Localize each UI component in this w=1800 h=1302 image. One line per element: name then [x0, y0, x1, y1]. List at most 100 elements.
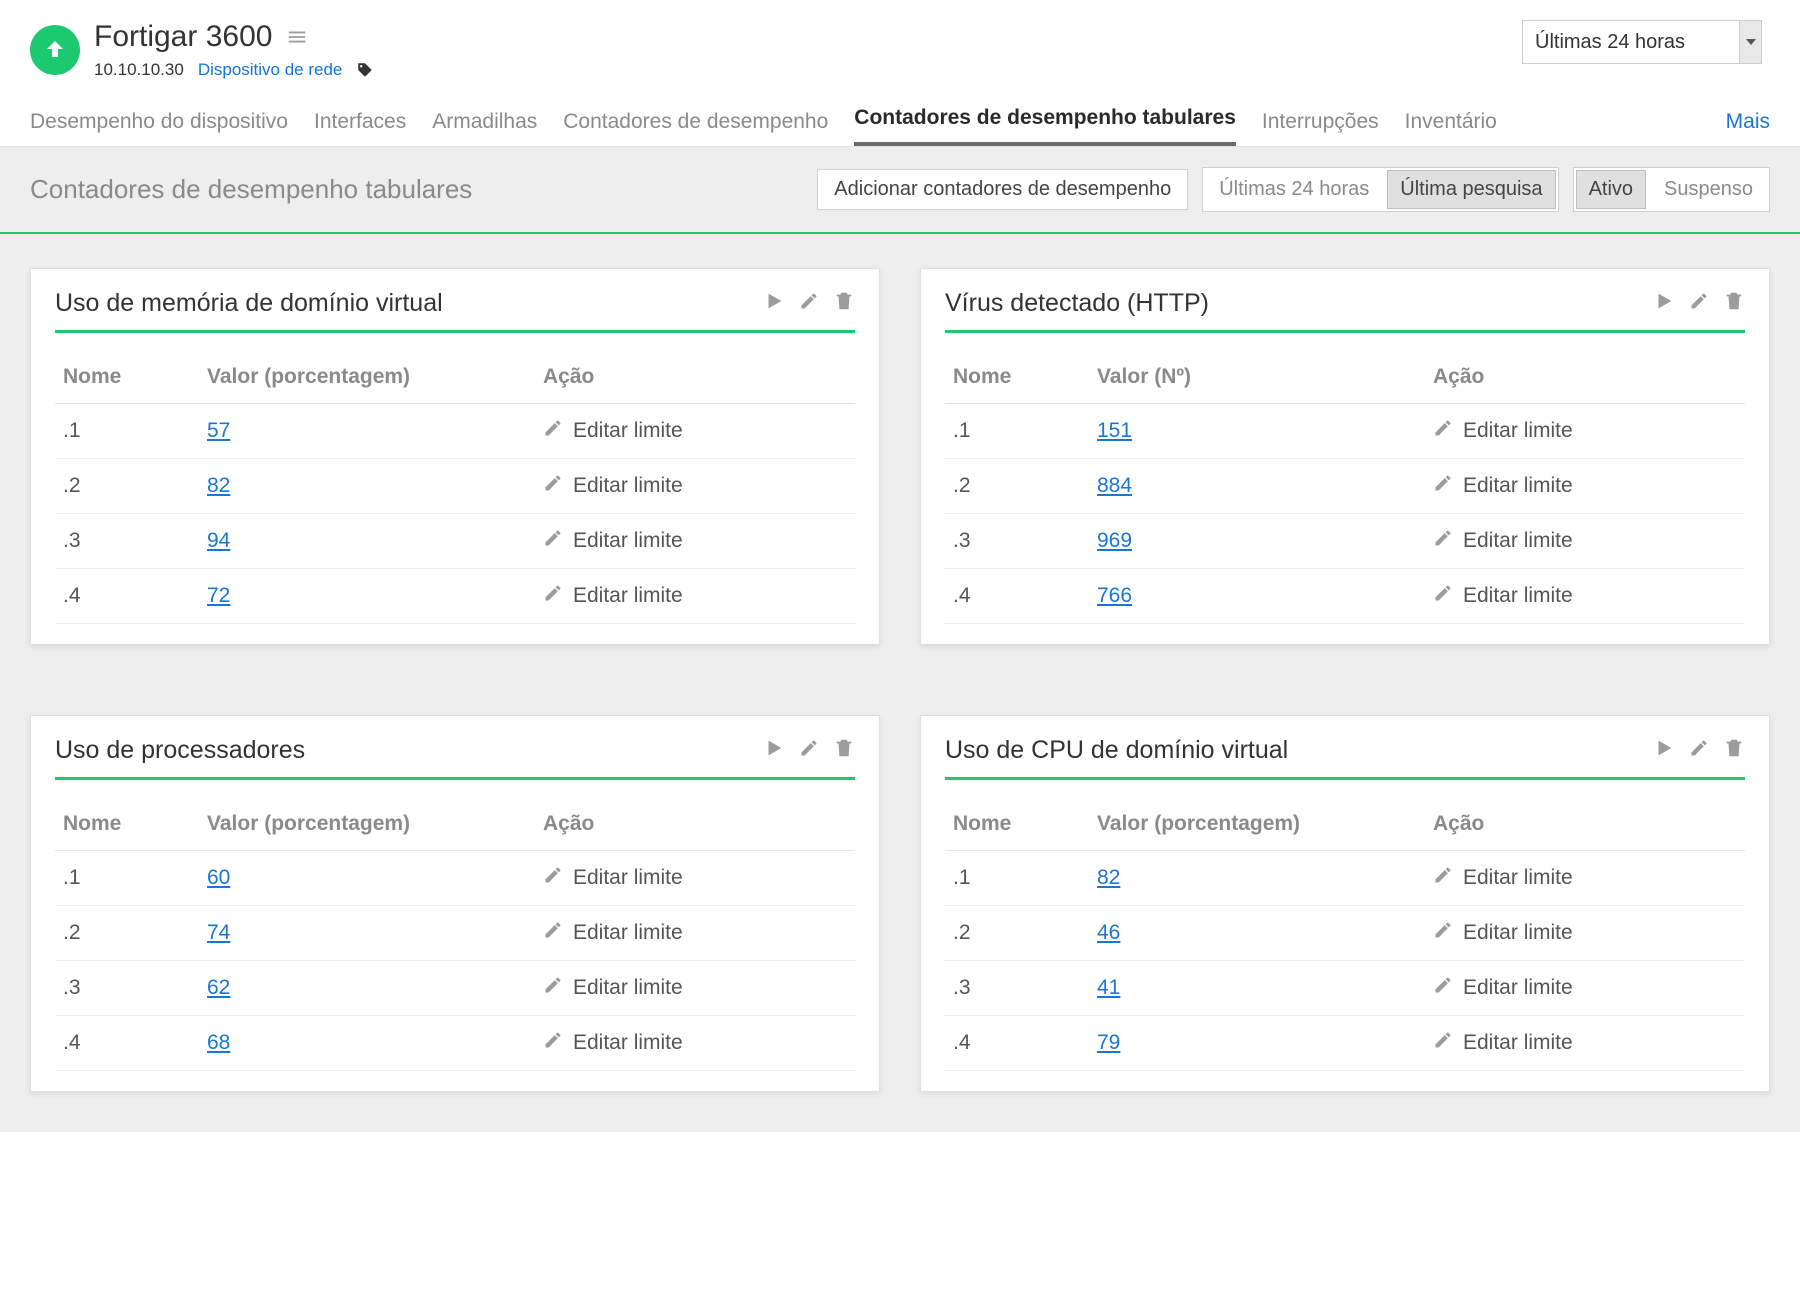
tab-2[interactable]: Armadilhas	[432, 110, 537, 146]
play-icon[interactable]	[763, 290, 785, 317]
row-name: .4	[945, 1016, 1089, 1071]
edit-limit-link[interactable]: Editar limite	[573, 1031, 683, 1055]
col-action-header: Ação	[535, 798, 855, 851]
value-link[interactable]: 151	[1097, 419, 1132, 442]
play-icon[interactable]	[1653, 737, 1675, 764]
tag-icon[interactable]	[356, 61, 374, 79]
value-link[interactable]: 969	[1097, 529, 1132, 552]
timeframe-select[interactable]: Últimas 24 horas	[1522, 20, 1762, 64]
value-link[interactable]: 766	[1097, 584, 1132, 607]
tab-4[interactable]: Contadores de desempenho tabulares	[854, 106, 1236, 146]
pencil-icon[interactable]	[1689, 291, 1709, 316]
pencil-icon[interactable]	[1689, 738, 1709, 763]
tab-5[interactable]: Interrupções	[1262, 110, 1379, 146]
edit-limit-link[interactable]: Editar limite	[1463, 921, 1573, 945]
row-value: 766	[1089, 569, 1425, 624]
edit-limit-link[interactable]: Editar limite	[573, 866, 683, 890]
row-name: .1	[55, 851, 199, 906]
row-name: .4	[55, 569, 199, 624]
value-link[interactable]: 57	[207, 419, 230, 442]
tab-more[interactable]: Mais	[1726, 110, 1770, 146]
seg-last24[interactable]: Últimas 24 horas	[1205, 170, 1383, 209]
table-row: .2 884 Editar limite	[945, 459, 1745, 514]
edit-limit-link[interactable]: Editar limite	[573, 976, 683, 1000]
row-action: Editar limite	[1425, 906, 1745, 961]
row-action: Editar limite	[1425, 1016, 1745, 1071]
value-link[interactable]: 46	[1097, 921, 1120, 944]
edit-limit-link[interactable]: Editar limite	[1463, 584, 1573, 608]
row-value: 41	[1089, 961, 1425, 1016]
col-value-header: Valor (Nº)	[1089, 351, 1425, 404]
add-counters-button[interactable]: Adicionar contadores de desempenho	[817, 169, 1188, 210]
pencil-icon[interactable]	[1433, 473, 1453, 499]
pencil-icon[interactable]	[799, 291, 819, 316]
row-name: .3	[55, 514, 199, 569]
pencil-icon[interactable]	[1433, 920, 1453, 946]
value-link[interactable]: 884	[1097, 474, 1132, 497]
edit-limit-link[interactable]: Editar limite	[1463, 1031, 1573, 1055]
pencil-icon[interactable]	[543, 418, 563, 444]
pencil-icon[interactable]	[543, 920, 563, 946]
edit-limit-link[interactable]: Editar limite	[1463, 474, 1573, 498]
card-title: Vírus detectado (HTTP)	[945, 289, 1209, 318]
pencil-icon[interactable]	[543, 975, 563, 1001]
col-name-header: Nome	[55, 798, 199, 851]
row-action: Editar limite	[535, 1016, 855, 1071]
value-link[interactable]: 60	[207, 866, 230, 889]
edit-limit-link[interactable]: Editar limite	[1463, 529, 1573, 553]
edit-limit-link[interactable]: Editar limite	[1463, 419, 1573, 443]
counter-card-0: Uso de memória de domínio virtual Nome V…	[30, 268, 880, 645]
pencil-icon[interactable]	[1433, 528, 1453, 554]
play-icon[interactable]	[1653, 290, 1675, 317]
edit-limit-link[interactable]: Editar limite	[573, 529, 683, 553]
trash-icon[interactable]	[833, 737, 855, 764]
edit-limit-link[interactable]: Editar limite	[573, 584, 683, 608]
seg-suspended[interactable]: Suspenso	[1650, 170, 1767, 209]
trash-icon[interactable]	[1723, 737, 1745, 764]
counter-card-3: Uso de CPU de domínio virtual Nome Valor…	[920, 715, 1770, 1092]
tab-6[interactable]: Inventário	[1405, 110, 1497, 146]
pencil-icon[interactable]	[799, 738, 819, 763]
trash-icon[interactable]	[1723, 290, 1745, 317]
edit-limit-link[interactable]: Editar limite	[573, 474, 683, 498]
pencil-icon[interactable]	[1433, 1030, 1453, 1056]
seg-last-search[interactable]: Última pesquisa	[1387, 170, 1555, 209]
pencil-icon[interactable]	[543, 583, 563, 609]
seg-active[interactable]: Ativo	[1576, 170, 1646, 209]
chevron-down-icon	[1739, 21, 1761, 63]
tab-0[interactable]: Desempenho do dispositivo	[30, 110, 288, 146]
edit-limit-link[interactable]: Editar limite	[573, 419, 683, 443]
pencil-icon[interactable]	[543, 865, 563, 891]
counter-table: Nome Valor (porcentagem) Ação .1 82 Edit…	[945, 798, 1745, 1071]
play-icon[interactable]	[763, 737, 785, 764]
device-type-link[interactable]: Dispositivo de rede	[198, 60, 343, 80]
edit-limit-link[interactable]: Editar limite	[573, 921, 683, 945]
value-link[interactable]: 72	[207, 584, 230, 607]
pencil-icon[interactable]	[1433, 418, 1453, 444]
value-link[interactable]: 74	[207, 921, 230, 944]
row-action: Editar limite	[1425, 514, 1745, 569]
value-link[interactable]: 94	[207, 529, 230, 552]
pencil-icon[interactable]	[1433, 975, 1453, 1001]
col-value-header: Valor (porcentagem)	[1089, 798, 1425, 851]
pencil-icon[interactable]	[1433, 865, 1453, 891]
pencil-icon[interactable]	[543, 528, 563, 554]
value-link[interactable]: 68	[207, 1031, 230, 1054]
counter-card-1: Vírus detectado (HTTP) Nome Valor (Nº) A…	[920, 268, 1770, 645]
edit-limit-link[interactable]: Editar limite	[1463, 866, 1573, 890]
trash-icon[interactable]	[833, 290, 855, 317]
value-link[interactable]: 79	[1097, 1031, 1120, 1054]
value-link[interactable]: 62	[207, 976, 230, 999]
value-link[interactable]: 82	[207, 474, 230, 497]
pencil-icon[interactable]	[543, 473, 563, 499]
value-link[interactable]: 41	[1097, 976, 1120, 999]
edit-limit-link[interactable]: Editar limite	[1463, 976, 1573, 1000]
pencil-icon[interactable]	[543, 1030, 563, 1056]
tab-1[interactable]: Interfaces	[314, 110, 406, 146]
hamburger-icon[interactable]	[286, 26, 308, 48]
status-segmented: Ativo Suspenso	[1573, 167, 1770, 212]
tab-3[interactable]: Contadores de desempenho	[563, 110, 828, 146]
pencil-icon[interactable]	[1433, 583, 1453, 609]
row-action: Editar limite	[1425, 851, 1745, 906]
value-link[interactable]: 82	[1097, 866, 1120, 889]
